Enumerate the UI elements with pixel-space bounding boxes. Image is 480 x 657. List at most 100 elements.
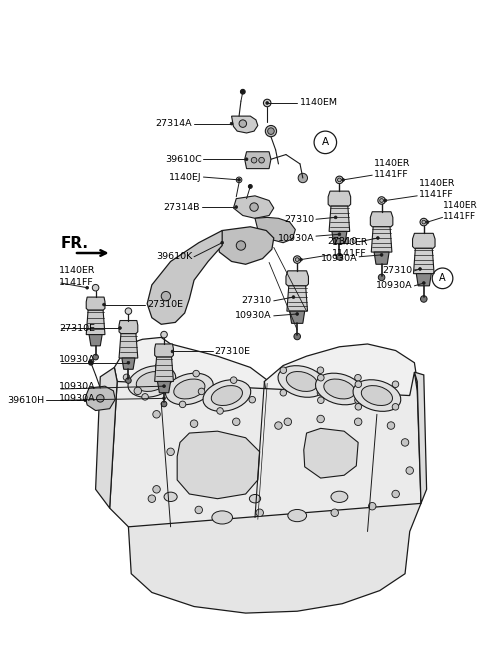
Circle shape (84, 399, 87, 401)
Circle shape (331, 509, 338, 516)
Ellipse shape (166, 373, 213, 405)
Circle shape (369, 503, 376, 510)
Polygon shape (155, 357, 173, 382)
Circle shape (355, 403, 361, 410)
Circle shape (153, 486, 160, 493)
Ellipse shape (324, 379, 355, 399)
Polygon shape (374, 252, 389, 264)
Polygon shape (231, 116, 258, 133)
Circle shape (171, 350, 174, 353)
Circle shape (195, 506, 203, 514)
Circle shape (238, 179, 240, 181)
Text: 10930A: 10930A (321, 254, 357, 263)
Circle shape (337, 178, 341, 182)
Circle shape (174, 382, 180, 389)
Circle shape (317, 367, 324, 373)
Circle shape (134, 387, 142, 395)
Circle shape (250, 203, 258, 212)
Polygon shape (329, 206, 350, 231)
Text: 27310: 27310 (327, 237, 357, 246)
Polygon shape (86, 297, 105, 310)
Polygon shape (290, 311, 305, 323)
Circle shape (167, 448, 174, 455)
Circle shape (406, 467, 413, 474)
Circle shape (230, 377, 237, 384)
Circle shape (235, 206, 238, 208)
Circle shape (163, 385, 166, 388)
Ellipse shape (250, 495, 261, 503)
Polygon shape (147, 231, 222, 325)
Polygon shape (328, 191, 351, 206)
Polygon shape (157, 382, 170, 393)
Circle shape (239, 120, 247, 127)
Ellipse shape (203, 380, 251, 411)
Circle shape (236, 241, 246, 250)
Circle shape (198, 388, 205, 395)
Polygon shape (372, 227, 392, 252)
Circle shape (251, 158, 257, 163)
Polygon shape (371, 212, 393, 227)
Ellipse shape (211, 386, 242, 405)
Polygon shape (286, 271, 309, 286)
Circle shape (387, 422, 395, 429)
Text: 27310E: 27310E (147, 300, 183, 309)
Circle shape (264, 99, 271, 106)
Circle shape (156, 363, 162, 369)
Circle shape (127, 361, 130, 364)
Polygon shape (114, 338, 269, 415)
Circle shape (161, 382, 168, 388)
Polygon shape (245, 152, 271, 169)
Circle shape (420, 218, 428, 226)
Text: A: A (439, 273, 446, 283)
Circle shape (392, 490, 399, 498)
Text: A: A (322, 137, 329, 147)
Ellipse shape (361, 386, 393, 405)
Ellipse shape (128, 366, 176, 397)
Ellipse shape (212, 511, 232, 524)
Text: 27310: 27310 (284, 215, 314, 224)
Circle shape (355, 397, 361, 403)
Circle shape (392, 403, 399, 410)
Polygon shape (86, 310, 105, 334)
Circle shape (317, 415, 324, 422)
Polygon shape (119, 321, 138, 334)
Circle shape (317, 390, 324, 396)
Circle shape (92, 284, 99, 291)
Circle shape (275, 422, 282, 429)
Circle shape (422, 220, 426, 224)
Polygon shape (89, 334, 102, 346)
Circle shape (103, 303, 106, 306)
Text: 27310: 27310 (242, 296, 272, 306)
Circle shape (86, 286, 89, 289)
Circle shape (190, 420, 198, 428)
Circle shape (249, 185, 252, 189)
Circle shape (89, 361, 93, 365)
Circle shape (232, 418, 240, 426)
Circle shape (180, 401, 186, 407)
Circle shape (236, 177, 242, 183)
Polygon shape (217, 227, 274, 264)
Ellipse shape (288, 509, 307, 522)
Polygon shape (122, 358, 135, 369)
Text: 10930A: 10930A (59, 382, 96, 391)
Circle shape (295, 258, 299, 261)
Circle shape (212, 390, 218, 396)
Circle shape (161, 331, 168, 338)
Polygon shape (414, 372, 427, 503)
Circle shape (148, 495, 156, 503)
Text: 1140ER
1141FF: 1140ER 1141FF (443, 201, 477, 221)
Circle shape (296, 313, 299, 315)
Polygon shape (287, 286, 308, 311)
Polygon shape (177, 431, 260, 499)
Circle shape (161, 401, 167, 407)
Circle shape (142, 394, 148, 400)
Circle shape (126, 378, 131, 383)
Text: 39610H: 39610H (7, 396, 44, 405)
Text: 10930A: 10930A (376, 281, 412, 290)
Ellipse shape (174, 379, 205, 399)
Circle shape (420, 296, 427, 302)
Ellipse shape (278, 366, 326, 397)
Circle shape (426, 221, 429, 223)
Polygon shape (109, 372, 421, 555)
Circle shape (376, 237, 379, 239)
